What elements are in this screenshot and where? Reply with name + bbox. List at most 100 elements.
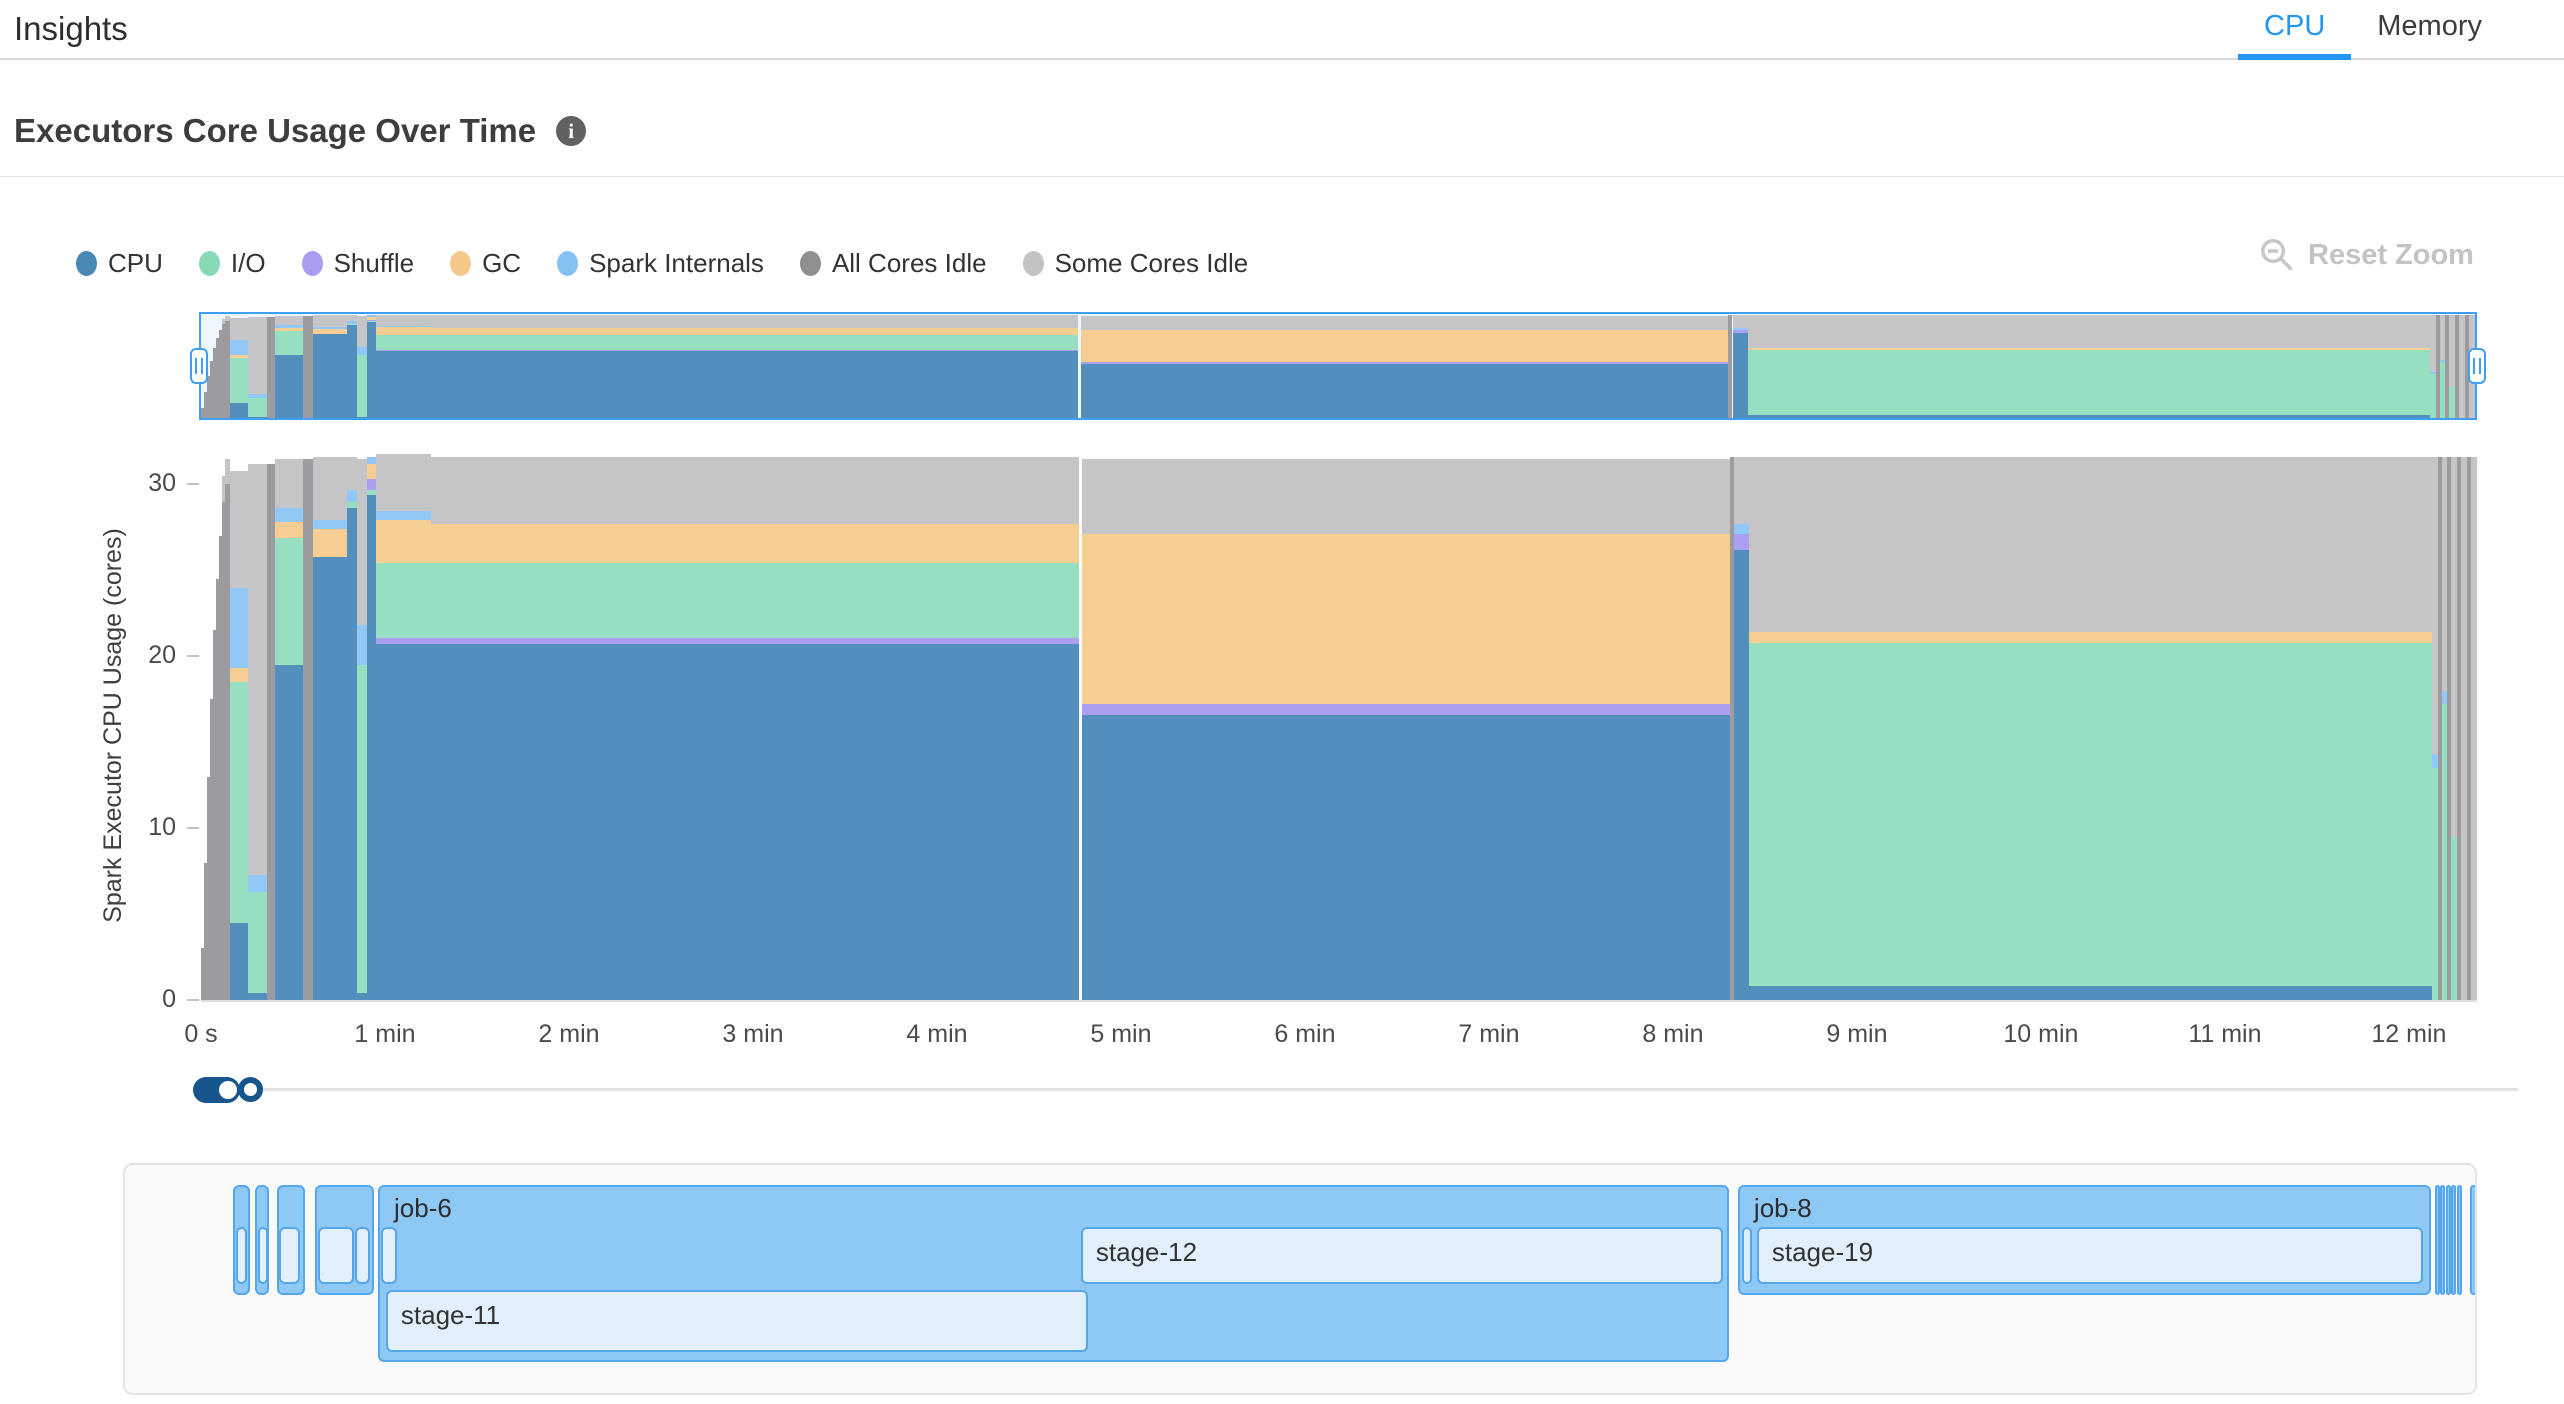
mini-chart-segment-some_idle [274, 315, 303, 326]
stage-bar[interactable] [236, 1227, 247, 1284]
y-tick-mark [187, 999, 199, 1001]
x-tick-label: 11 min [2188, 1020, 2262, 1048]
job-bar[interactable] [2434, 1185, 2440, 1295]
mini-chart-segment-some_idle [346, 315, 357, 322]
chart-segment-gc [1748, 632, 2432, 643]
chart-segment-some_idle [274, 458, 303, 509]
brush-handle-right[interactable] [2468, 348, 2486, 384]
mini-chart-segment-gc [1747, 348, 2430, 351]
stage-bar[interactable] [354, 1227, 371, 1284]
mini-chart-segment-all_idle [203, 392, 208, 418]
mini-chart-segment-some_idle [430, 315, 1079, 328]
mini-chart-segment-io [356, 354, 367, 417]
chart-segment-some_idle [1733, 456, 1749, 524]
chart-navigator-brush[interactable] [199, 312, 2477, 420]
chart-segment-gc [313, 529, 347, 557]
chart-segment-all_idle [219, 535, 222, 1000]
mini-chart-segment-io [346, 323, 357, 326]
mini-chart-segment-all_idle [219, 330, 222, 418]
chart-segment-some_idle [2451, 456, 2458, 837]
legend-item-cpu[interactable]: CPU [76, 248, 163, 279]
gc-legend-chip-icon [450, 250, 472, 276]
chart-segment-internals [274, 508, 303, 523]
chart-segment-cpu [1748, 986, 2432, 1000]
job-bar[interactable] [2469, 1185, 2475, 1295]
chart-segment-some_idle [2460, 456, 2468, 1000]
chart-segment-cpu [1733, 549, 1749, 1000]
legend-item-spark-internals[interactable]: Spark Internals [557, 248, 764, 279]
chart-segment-all_idle [2467, 456, 2472, 1000]
mini-chart-segment-all_idle [2455, 315, 2459, 418]
job-bar[interactable] [2457, 1185, 2462, 1295]
mini-chart-segment-all_idle [2436, 315, 2441, 418]
mini-chart-segment-shuffle [1081, 362, 1729, 365]
job-bar[interactable] [2445, 1185, 2451, 1295]
x-tick-label: 3 min [722, 1020, 784, 1048]
chart-segment-some_idle [221, 475, 226, 502]
mini-chart-segment-all_idle [1728, 315, 1733, 418]
tab-memory[interactable]: Memory [2377, 10, 2482, 42]
stage-bar[interactable] [318, 1227, 354, 1284]
job-stage-timeline: job-6 stage-12 stage-11 job-8 stage-19 [123, 1163, 2477, 1395]
legend-item-gc[interactable]: GC [450, 248, 521, 279]
stage-bar-stage-11[interactable]: stage-11 [385, 1290, 1089, 1352]
mini-chart-segment-io [274, 330, 303, 355]
chart-segment-some_idle [247, 463, 268, 875]
cpu-usage-chart-plot[interactable] [201, 450, 2477, 1000]
stage-bar-stage-12[interactable]: stage-12 [1080, 1227, 1724, 1284]
mini-chart-segment-internals [247, 394, 267, 398]
chart-segment-some_idle [1081, 458, 1730, 535]
job-bar[interactable] [2451, 1185, 2457, 1295]
mini-chart-segment-gc [430, 327, 1079, 336]
stage-bar[interactable] [380, 1227, 397, 1284]
info-icon[interactable]: i [556, 116, 587, 146]
stage-bar[interactable] [1741, 1227, 1752, 1284]
chart-segment-cpu [313, 556, 347, 1000]
y-tick-mark [187, 827, 199, 830]
chart-segment-cpu [357, 993, 367, 1000]
reset-zoom-button[interactable]: Reset Zoom [2258, 236, 2474, 274]
mini-chart-segment-internals [274, 325, 303, 328]
slider-handle-right[interactable] [238, 1077, 263, 1102]
chart-segment-shuffle [366, 479, 376, 490]
mini-chart-segment-gc [274, 327, 303, 331]
mini-chart-segment-cpu [247, 416, 267, 418]
chart-segment-shuffle [1081, 704, 1730, 715]
mini-chart-segment-internals [366, 315, 376, 317]
y-tick-mark [187, 483, 199, 486]
chart-segment-all_idle [2447, 456, 2452, 1000]
stage-label: stage-11 [400, 1300, 501, 1330]
chart-segment-all_idle [225, 484, 231, 1000]
chart-segment-all_idle [216, 578, 220, 1000]
legend-item-shuffle[interactable]: Shuffle [301, 248, 414, 279]
mini-chart-segment-cpu [1747, 415, 2430, 418]
section-title-row: Executors Core Usage Over Time i [14, 112, 587, 150]
x-tick-label: 8 min [1642, 1020, 1704, 1048]
chart-segment-internals [346, 489, 358, 502]
legend-item-some-cores-idle[interactable]: Some Cores Idle [1022, 248, 1248, 279]
job-bar[interactable] [2440, 1185, 2446, 1295]
stage-bar-stage-19[interactable]: stage-19 [1756, 1227, 2424, 1284]
chart-segment-cpu [346, 508, 358, 1000]
chart-segment-internals [1733, 523, 1749, 535]
mini-chart-segment-shuffle [375, 349, 431, 351]
job-label: job-6 [393, 1193, 452, 1223]
chart-segment-some_idle [375, 454, 431, 512]
stage-label: stage-12 [1095, 1237, 1198, 1267]
zoom-out-icon [2261, 239, 2293, 271]
legend-item-all-cores-idle[interactable]: All Cores Idle [799, 248, 987, 279]
mini-chart-segment-all_idle [210, 361, 213, 418]
y-tick-label: 20 [148, 641, 176, 670]
slider-track[interactable] [262, 1088, 2518, 1091]
mini-chart-segment-io [375, 335, 431, 350]
mini-chart-segment-internals [312, 327, 347, 329]
mini-chart-segment-io [2449, 387, 2456, 418]
mini-chart-segment-gc [1081, 329, 1729, 363]
legend-item-i-o[interactable]: I/O [198, 248, 266, 279]
tab-cpu[interactable]: CPU [2238, 0, 2352, 60]
chart-segment-io [2451, 836, 2458, 1000]
brush-handle-left[interactable] [190, 348, 208, 384]
stage-bar[interactable] [278, 1227, 300, 1284]
chart-segment-some_idle [430, 456, 1079, 524]
stage-bar[interactable] [258, 1227, 268, 1284]
